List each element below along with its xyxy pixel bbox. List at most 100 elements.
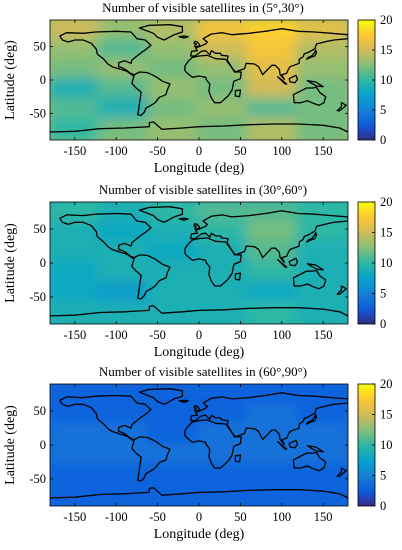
heatmap-cell [197, 402, 251, 427]
heatmap-cell [197, 483, 251, 506]
y-tick-label: 0 [40, 73, 46, 87]
coastline-new-guinea [306, 263, 324, 271]
chart-panel-1: Number of visible satellites in (5°,30°)… [3, 0, 393, 176]
coastline-eurasia [190, 392, 348, 445]
coastline-australia [292, 86, 327, 106]
coastline-new-zealand [336, 467, 347, 477]
heatmap-cell [197, 261, 251, 286]
heatmap-cell [97, 20, 152, 42]
x-axis-label: Longitude (deg) [154, 527, 245, 542]
heatmap-cell [50, 301, 102, 324]
colorbar-tick-label: 10 [380, 256, 393, 270]
coastline-africa [184, 419, 242, 469]
colorbar-tick-label: 15 [380, 226, 393, 240]
coastline-north-america [59, 212, 152, 259]
heatmap-cell [197, 443, 251, 468]
coastline-new-zealand [336, 102, 347, 112]
heatmap-area [50, 202, 348, 324]
colorbar-tick-label: 20 [380, 377, 393, 391]
heatmap-cell [97, 463, 152, 488]
heatmap-cell [50, 20, 102, 42]
colorbar-tick-label: 10 [380, 438, 393, 452]
colorbar-tick-label: 0 [380, 499, 386, 513]
coastline-antarctica [50, 487, 348, 499]
heatmap-cell [147, 240, 201, 265]
heatmap-cell [296, 20, 348, 42]
chart-title: Number of visible satellites in (60°,90°… [99, 364, 307, 379]
y-tick-label: 0 [40, 438, 46, 452]
heatmap-cell [246, 118, 301, 140]
x-tick-label: 0 [196, 510, 202, 524]
coastline-new-guinea [306, 445, 324, 453]
heatmap-cell [50, 220, 102, 245]
heatmap-cell [97, 301, 152, 324]
colorbar-tick-label: 5 [380, 469, 386, 483]
heatmap-cell [50, 402, 102, 427]
heatmap-cell [97, 443, 152, 468]
heatmap-cell [50, 240, 102, 265]
coastline-borneo-sumatra [276, 440, 288, 450]
x-tick-label: -50 [149, 328, 166, 342]
x-tick-label: -150 [63, 328, 86, 342]
coastline-uk [193, 223, 201, 230]
heatmap-cell [50, 483, 102, 506]
coastline-iceland [178, 35, 189, 39]
x-tick-label: 0 [196, 328, 202, 342]
coastline-madagascar [234, 454, 242, 463]
x-axis-label: Longitude (deg) [154, 345, 245, 360]
x-axis-label: Longitude (deg) [154, 161, 245, 176]
heatmap-cell [97, 384, 152, 407]
y-tick-label: -50 [29, 290, 46, 304]
heatmap-cell [246, 220, 301, 245]
heatmap-cell [246, 281, 301, 306]
heatmap-cell [97, 202, 152, 225]
heatmap-cell [197, 20, 251, 42]
x-tick-label: -100 [105, 510, 128, 524]
y-tick-label: -50 [29, 472, 46, 486]
x-tick-label: -100 [105, 328, 128, 342]
y-tick-label: 50 [34, 404, 47, 418]
x-tick-label: 150 [314, 510, 333, 524]
heatmap-area [50, 384, 348, 506]
heatmap-cell [97, 483, 152, 506]
coastline-borneo [288, 74, 299, 84]
x-tick-label: -150 [63, 510, 86, 524]
heatmap-cell [147, 422, 201, 447]
coastline-north-america [59, 30, 152, 76]
x-tick-label: 150 [314, 144, 333, 158]
heatmap-cell [147, 118, 201, 140]
heatmap-cell [97, 118, 152, 140]
x-tick-label: 50 [234, 510, 247, 524]
heatmap-cell [296, 261, 348, 286]
heatmap-cell [147, 301, 201, 324]
coastline-iceland [178, 217, 189, 221]
x-tick-label: -100 [105, 144, 128, 158]
x-tick-label: 100 [272, 510, 291, 524]
heatmap-cell [246, 301, 301, 324]
heatmap-cell [50, 384, 102, 407]
colorbar-tick-label: 10 [380, 73, 393, 87]
heatmap-cell [296, 202, 348, 225]
colorbar-tick-label: 20 [380, 195, 393, 209]
heatmap-cell [50, 422, 102, 447]
heatmap-area [50, 20, 348, 140]
heatmap-cell [296, 483, 348, 506]
y-tick-label: 50 [34, 222, 47, 236]
colorbar-tick-label: 0 [380, 317, 386, 331]
chart-panel-3: Number of visible satellites in (60°,90°… [3, 364, 393, 542]
y-tick-label: -50 [29, 106, 46, 120]
colorbar-tick-label: 20 [380, 13, 393, 27]
heatmap-cell [197, 281, 251, 306]
heatmap-cell [296, 443, 348, 468]
colorbar-tick-label: 15 [380, 43, 393, 57]
coastline-south-america [131, 71, 171, 116]
x-tick-label: 100 [272, 144, 291, 158]
x-tick-label: -50 [149, 510, 166, 524]
x-tick-label: 150 [314, 328, 333, 342]
heatmap-cell [246, 463, 301, 488]
heatmap-cell [97, 261, 152, 286]
heatmap-cell [50, 261, 102, 286]
heatmap-cell [296, 301, 348, 324]
heatmap-cell [296, 240, 348, 265]
